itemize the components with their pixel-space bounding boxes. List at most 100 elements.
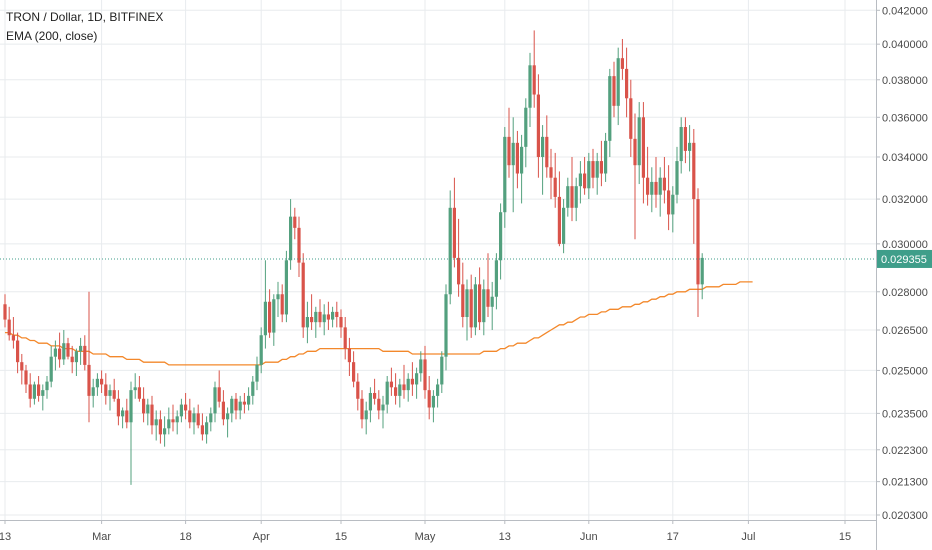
candle-body-down — [654, 181, 658, 195]
candle — [129, 381, 133, 485]
candle — [326, 301, 330, 330]
candle — [629, 79, 633, 157]
candle — [398, 378, 402, 408]
candle-body-down — [104, 384, 108, 396]
candle-body-up — [251, 381, 255, 396]
candle-body-up — [74, 351, 78, 363]
x-tick-label: 13 — [499, 531, 511, 543]
candle — [486, 253, 490, 318]
candle-body-up — [419, 359, 423, 374]
y-tick-label: 0.023500 — [882, 408, 928, 420]
candle-body-up — [129, 390, 133, 423]
candle — [66, 337, 70, 360]
candle — [255, 356, 259, 391]
candle-body-up — [272, 299, 276, 333]
candle — [24, 364, 28, 394]
candle-body-up — [524, 107, 528, 147]
x-tick-label: Jul — [741, 531, 755, 543]
candle-body-down — [112, 390, 116, 399]
candle-body-down — [16, 340, 20, 363]
candle-body-up — [284, 260, 288, 315]
candle-body-down — [293, 216, 297, 228]
y-tick-label: 0.036000 — [882, 112, 928, 124]
candle-body-up — [650, 181, 654, 195]
candle-body-up — [205, 422, 209, 435]
candle-body-up — [255, 364, 259, 382]
candle-body-down — [402, 384, 406, 391]
candle — [402, 364, 406, 399]
candle — [28, 373, 32, 408]
candle — [675, 146, 679, 204]
candle — [171, 404, 175, 432]
candle — [230, 395, 234, 423]
candle — [112, 378, 116, 402]
y-tick-label: 0.034000 — [882, 152, 928, 164]
candle — [700, 253, 704, 300]
candle — [419, 351, 423, 382]
candle — [272, 294, 276, 346]
candle — [469, 274, 473, 338]
candle-body-up — [305, 317, 309, 328]
candle-body-down — [515, 142, 519, 174]
candle — [536, 74, 540, 178]
x-tick-label: Jun — [580, 531, 598, 543]
candle-body-down — [242, 401, 246, 405]
candle — [70, 345, 74, 374]
candle — [478, 267, 482, 330]
candle-body-down — [188, 410, 192, 423]
candle-body-up — [108, 390, 112, 396]
candle — [116, 390, 120, 426]
candle-body-down — [347, 348, 351, 363]
candle — [314, 306, 318, 338]
candle — [394, 373, 398, 405]
candle — [499, 203, 503, 280]
candle — [293, 207, 297, 240]
candle — [305, 301, 309, 344]
candle-body-up — [440, 356, 444, 385]
candle-body-down — [570, 186, 574, 208]
candle-body-down — [633, 138, 637, 166]
candle — [667, 165, 671, 231]
candle — [62, 329, 66, 365]
candle — [343, 317, 347, 360]
candle — [95, 373, 99, 396]
candle — [137, 376, 141, 402]
candle-body-up — [95, 378, 99, 388]
candle — [608, 68, 612, 157]
candle-body-down — [373, 393, 377, 399]
candle-body-down — [24, 370, 28, 385]
candle — [515, 130, 519, 189]
candle — [242, 393, 246, 414]
candle — [490, 281, 494, 330]
candle — [3, 294, 7, 328]
candle-body-up — [276, 294, 280, 300]
candle-body-up — [154, 419, 158, 426]
candle — [641, 102, 645, 204]
candle — [146, 398, 150, 426]
candle-body-down — [478, 284, 482, 323]
y-tick-label: 0.028000 — [882, 287, 928, 299]
candle — [297, 216, 301, 278]
candle-body-down — [125, 410, 129, 423]
candle — [692, 128, 696, 244]
candle-body-up — [213, 387, 217, 414]
candle-body-down — [116, 398, 120, 417]
candle — [150, 395, 154, 435]
candle — [520, 134, 524, 204]
candle — [360, 390, 364, 429]
candle — [339, 309, 343, 338]
candle — [205, 416, 209, 444]
candle — [616, 47, 620, 126]
candle — [310, 294, 314, 330]
candle-body-down — [7, 319, 11, 336]
candle-body-up — [259, 335, 263, 365]
candle — [377, 390, 381, 420]
grid — [0, 0, 876, 520]
candle — [427, 376, 431, 420]
candle — [654, 156, 658, 208]
candle-body-down — [234, 398, 238, 411]
candle — [125, 398, 129, 429]
